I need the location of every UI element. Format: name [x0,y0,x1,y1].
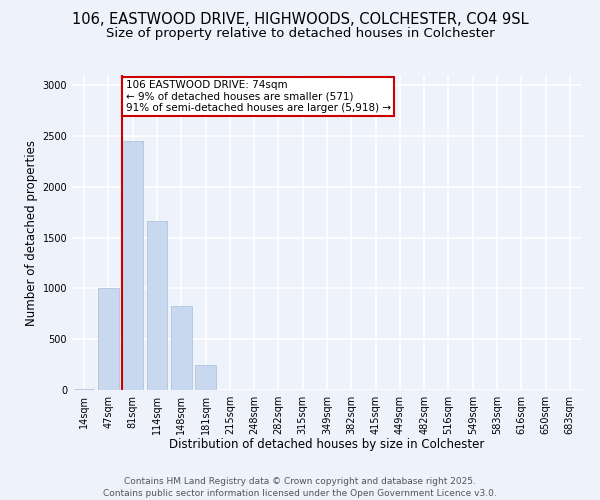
Text: 106, EASTWOOD DRIVE, HIGHWOODS, COLCHESTER, CO4 9SL: 106, EASTWOOD DRIVE, HIGHWOODS, COLCHEST… [71,12,529,28]
Bar [122,141,143,390]
Bar [146,222,167,390]
Text: 106 EASTWOOD DRIVE: 74sqm
← 9% of detached houses are smaller (571)
91% of semi-: 106 EASTWOOD DRIVE: 74sqm ← 9% of detach… [125,80,391,114]
Text: Contains HM Land Registry data © Crown copyright and database right 2025.: Contains HM Land Registry data © Crown c… [124,478,476,486]
Text: Contains public sector information licensed under the Open Government Licence v3: Contains public sector information licen… [103,489,497,498]
Text: Size of property relative to detached houses in Colchester: Size of property relative to detached ho… [106,28,494,40]
Bar [171,306,191,390]
X-axis label: Distribution of detached houses by size in Colchester: Distribution of detached houses by size … [169,438,485,452]
Y-axis label: Number of detached properties: Number of detached properties [25,140,38,326]
Bar [195,364,216,390]
Bar [98,288,119,390]
